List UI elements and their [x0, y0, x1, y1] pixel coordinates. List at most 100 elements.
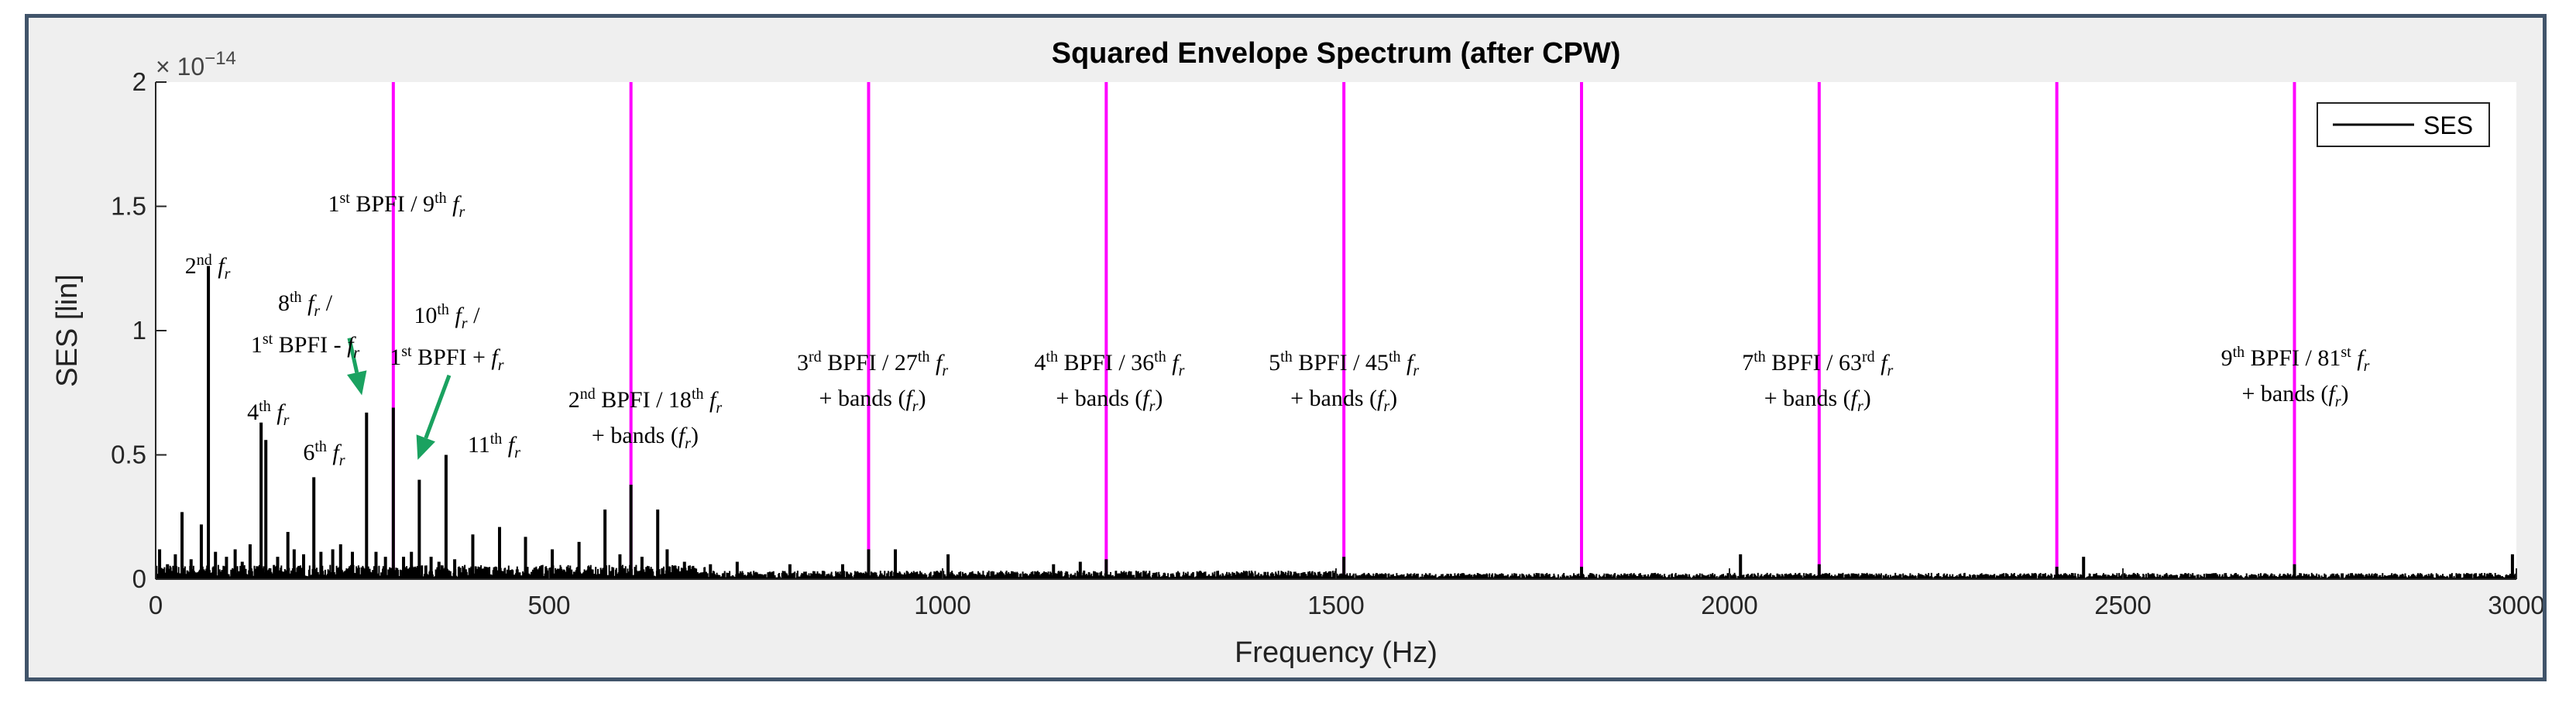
annotation-label: 9th BPFI / 81st fr + bands (fr) — [2221, 338, 2370, 416]
annotation-text: r — [514, 444, 520, 461]
ses-chart: 0 500 1000 1500 2000 2500 3000 0 0.5 1 1.5 2 Square… — [51, 37, 2543, 669]
y-tick-label: 1 — [132, 316, 146, 345]
annotation-line: 4th BPFI / 36th fr — [1034, 343, 1184, 385]
annotation-line: 1st BPFI / 9th fr — [328, 184, 465, 226]
annotation-label: 6th fr — [303, 433, 345, 475]
chart-frame: 0 500 1000 1500 2000 2500 3000 0 0.5 1 1.5 2 Square… — [25, 14, 2547, 681]
annotation-text: f — [276, 400, 283, 426]
annotation-text: f — [218, 252, 225, 279]
legend: SES — [2317, 102, 2490, 147]
annotation-text: / — [320, 290, 333, 316]
annotation-text: th — [259, 398, 271, 416]
annotation-label: 10th fr /1st BPFI + fr — [390, 296, 503, 379]
y-tick-label: 2 — [132, 67, 146, 96]
annotation-text: r — [497, 357, 504, 375]
annotation-text: 11 — [467, 431, 490, 458]
annotation-text: BPFI / 63 — [1765, 350, 1863, 376]
annotation-line: 11th fr — [468, 425, 520, 467]
annotation-line: 1st BPFI + fr — [390, 338, 503, 379]
annotation-text: th — [489, 430, 503, 448]
annotation-text — [1401, 350, 1407, 376]
y-axis-exponent: × 10−14 — [156, 48, 236, 81]
annotation-text: 6 — [303, 439, 315, 465]
annotation-text: rd — [809, 348, 822, 366]
annotation-label: 5th BPFI / 45th fr + bands (fr) — [1269, 343, 1419, 420]
annotation-label: 3rd BPFI / 27th fr + bands (fr) — [797, 343, 948, 420]
y-exponent-power: −14 — [204, 48, 236, 69]
annotation-text: BPFI / 81 — [2245, 345, 2341, 371]
annotation-label: 2nd fr — [185, 246, 231, 288]
annotation-text — [2351, 345, 2358, 371]
annotation-text: st — [401, 343, 412, 361]
annotation-text: / — [467, 303, 480, 329]
annotation-arrows — [347, 338, 452, 460]
annotation-line: 6th fr — [303, 433, 345, 475]
annotation-text: f — [935, 350, 943, 376]
annotation-label: 1st BPFI / 9th fr — [328, 184, 465, 226]
annotation-text: th — [1753, 348, 1766, 366]
annotation-text: f — [307, 290, 314, 316]
annotation-text: th — [314, 437, 327, 455]
annotation-text: r — [2334, 393, 2341, 410]
annotation-text: f — [2357, 345, 2364, 371]
annotation-text: nd — [579, 386, 596, 403]
x-tick-label: 1500 — [1307, 591, 1364, 619]
annotation-text: + bands ( — [819, 386, 906, 412]
annotation-text: r — [1383, 398, 1390, 416]
annotation-line: 5th BPFI / 45th fr — [1269, 343, 1419, 385]
annotation-text: f — [1172, 350, 1179, 376]
annotation-text: r — [2363, 357, 2370, 375]
annotation-text: st — [2341, 343, 2351, 361]
annotation-text: r — [1857, 398, 1863, 416]
annotation-text: 4 — [1034, 350, 1046, 376]
annotation-label: 4th BPFI / 36th fr + bands (fr) — [1034, 343, 1184, 420]
y-tick-label: 0.5 — [111, 441, 146, 469]
annotation-text: BPFI + — [411, 345, 492, 371]
annotation-line: 2nd fr — [185, 246, 231, 288]
annotation-text: th — [1046, 348, 1058, 366]
annotation-line: 2nd BPFI / 18th fr — [568, 380, 722, 422]
annotation-text: 3 — [797, 350, 809, 376]
annotation-text: f — [452, 190, 459, 217]
annotation-text: ) — [690, 423, 699, 449]
annotation-text: r — [1149, 398, 1156, 416]
annotation-text: BPFI - — [273, 332, 348, 358]
annotation-text: f — [332, 439, 339, 465]
x-axis-label: Frequency (Hz) — [1235, 636, 1437, 669]
annotation-text: BPFI / 9 — [349, 190, 435, 217]
annotation-text: st — [262, 331, 273, 348]
annotation-label: 7th BPFI / 63rd fr + bands (fr) — [1742, 343, 1893, 420]
annotation-text: r — [912, 398, 919, 416]
annotation-text: st — [339, 189, 350, 207]
annotation-text: r — [1887, 362, 1894, 380]
annotation-text: BPFI / 36 — [1057, 350, 1155, 376]
annotation-line: 4th fr — [247, 393, 289, 434]
annotation-text: r — [1413, 362, 1420, 380]
annotation-line: + bands (fr) — [568, 422, 722, 458]
annotation-label: 4th fr — [247, 393, 289, 434]
annotation-text: r — [338, 451, 345, 469]
annotation-text: f — [1377, 386, 1384, 412]
x-tick-label: 500 — [527, 591, 570, 619]
annotation-label: 8th fr /1st BPFI - fr — [251, 283, 359, 367]
annotation-text: 4 — [247, 400, 259, 426]
annotation-text: + bands ( — [2241, 380, 2329, 406]
annotation-text: f — [455, 303, 462, 329]
annotation-text: r — [942, 362, 949, 380]
annotation-text — [1166, 350, 1173, 376]
annotation-text: th — [2232, 343, 2245, 361]
annotation-text: 2 — [184, 252, 197, 279]
annotation-arrow-shaft — [347, 338, 359, 373]
x-tick-label: 3000 — [2488, 591, 2543, 619]
annotation-text: ) — [1389, 386, 1398, 412]
annotation-text: r — [224, 265, 231, 283]
annotation-text: th — [437, 301, 449, 319]
annotation-text: f — [491, 345, 498, 371]
annotation-text: f — [709, 387, 716, 413]
y-tick-label: 0 — [132, 564, 146, 593]
annotation-text: th — [434, 189, 447, 207]
annotation-text: ) — [918, 386, 926, 412]
annotation-line: 1st BPFI - fr — [251, 325, 359, 367]
annotation-text: th — [691, 386, 704, 403]
annotation-text: f — [905, 386, 912, 412]
